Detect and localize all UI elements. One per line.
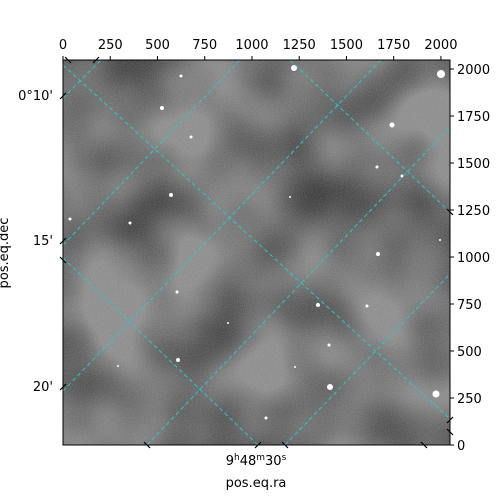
grid-line-5 bbox=[63, 64, 450, 420]
star-11 bbox=[376, 252, 380, 256]
top-tick-label-3: 750 bbox=[192, 38, 217, 53]
grid-line-7 bbox=[289, 60, 450, 213]
star-5 bbox=[189, 135, 193, 139]
star-field bbox=[68, 65, 445, 420]
grid-line-0 bbox=[63, 60, 102, 99]
sky-image bbox=[63, 60, 450, 445]
star-2 bbox=[179, 74, 183, 78]
top-tick-label-8: 2000 bbox=[424, 38, 457, 53]
world-tick-4 bbox=[143, 441, 151, 449]
star-13 bbox=[175, 290, 179, 294]
right-tick-label-4: 1000 bbox=[457, 251, 490, 266]
world-tick-11 bbox=[64, 56, 72, 64]
top-tick-label-7: 1750 bbox=[377, 38, 410, 53]
world-tick-2 bbox=[59, 383, 67, 391]
grid-line-6 bbox=[63, 257, 259, 445]
star-23 bbox=[68, 217, 72, 221]
axes-frame bbox=[62, 59, 451, 446]
world-tick-12 bbox=[92, 56, 100, 64]
world-tick-8 bbox=[446, 208, 454, 216]
top-tick-label-0: 0 bbox=[59, 38, 67, 53]
top-tick-label-6: 1500 bbox=[330, 38, 363, 53]
star-17 bbox=[227, 322, 229, 324]
world-tick-0 bbox=[59, 92, 67, 100]
x-axis-title: pos.eq.ra bbox=[226, 476, 287, 491]
top-tick-label-5: 1250 bbox=[283, 38, 316, 53]
star-3 bbox=[160, 106, 164, 110]
grid-line-4 bbox=[284, 273, 450, 445]
world-tick-1 bbox=[59, 237, 67, 245]
top-tick-label-2: 500 bbox=[145, 38, 170, 53]
star-18 bbox=[176, 358, 180, 362]
world-tick-7 bbox=[420, 441, 428, 449]
top-tick-label-1: 250 bbox=[98, 38, 123, 53]
star-16 bbox=[327, 343, 331, 347]
star-24 bbox=[294, 366, 296, 368]
right-tick-label-2: 500 bbox=[457, 345, 482, 360]
star-19 bbox=[327, 384, 333, 390]
star-6 bbox=[375, 165, 379, 169]
right-tick-label-6: 1500 bbox=[457, 157, 490, 172]
world-tick-10 bbox=[446, 428, 454, 436]
right-tick-label-5: 1250 bbox=[457, 204, 490, 219]
grid-line-1 bbox=[63, 60, 241, 246]
star-7 bbox=[169, 193, 173, 197]
star-0 bbox=[291, 65, 297, 71]
top-tick-label-4: 1000 bbox=[235, 38, 268, 53]
star-4 bbox=[389, 122, 395, 128]
world-tick-5 bbox=[254, 441, 262, 449]
right-tick-label-7: 1750 bbox=[457, 110, 490, 125]
star-8 bbox=[289, 196, 291, 198]
star-12 bbox=[439, 239, 441, 241]
world-tick-9 bbox=[446, 416, 454, 424]
dec-tick-label-1: 15' bbox=[33, 234, 53, 249]
star-22 bbox=[117, 365, 119, 367]
star-14 bbox=[316, 303, 320, 307]
world-tick-3 bbox=[59, 256, 67, 264]
right-pixel-axis: 0 250 500 750 1000 1250 1500 1750 2000 bbox=[450, 63, 490, 454]
grid-line-3 bbox=[146, 126, 450, 445]
right-tick-label-0: 0 bbox=[457, 439, 465, 454]
star-9 bbox=[400, 174, 404, 178]
world-coordinate-ticks bbox=[59, 56, 454, 449]
y-axis-title: pos.eq.dec bbox=[0, 218, 12, 289]
right-tick-label-1: 250 bbox=[457, 392, 482, 407]
top-pixel-axis: 0 250 500 750 1000 1250 1500 1750 2000 bbox=[59, 38, 457, 60]
dec-tick-label-0: 0°10' bbox=[18, 89, 53, 104]
dec-tick-label-2: 20' bbox=[33, 380, 53, 395]
star-10 bbox=[128, 221, 132, 225]
ra-tick-label-0: 9h48m30s bbox=[226, 453, 287, 469]
star-1 bbox=[437, 70, 445, 78]
star-21 bbox=[264, 416, 268, 420]
right-tick-label-8: 2000 bbox=[457, 63, 490, 78]
world-tick-6 bbox=[281, 441, 289, 449]
star-20 bbox=[432, 390, 440, 398]
right-tick-label-3: 750 bbox=[457, 298, 482, 313]
star-15 bbox=[365, 304, 369, 308]
coordinate-grid bbox=[63, 60, 450, 445]
